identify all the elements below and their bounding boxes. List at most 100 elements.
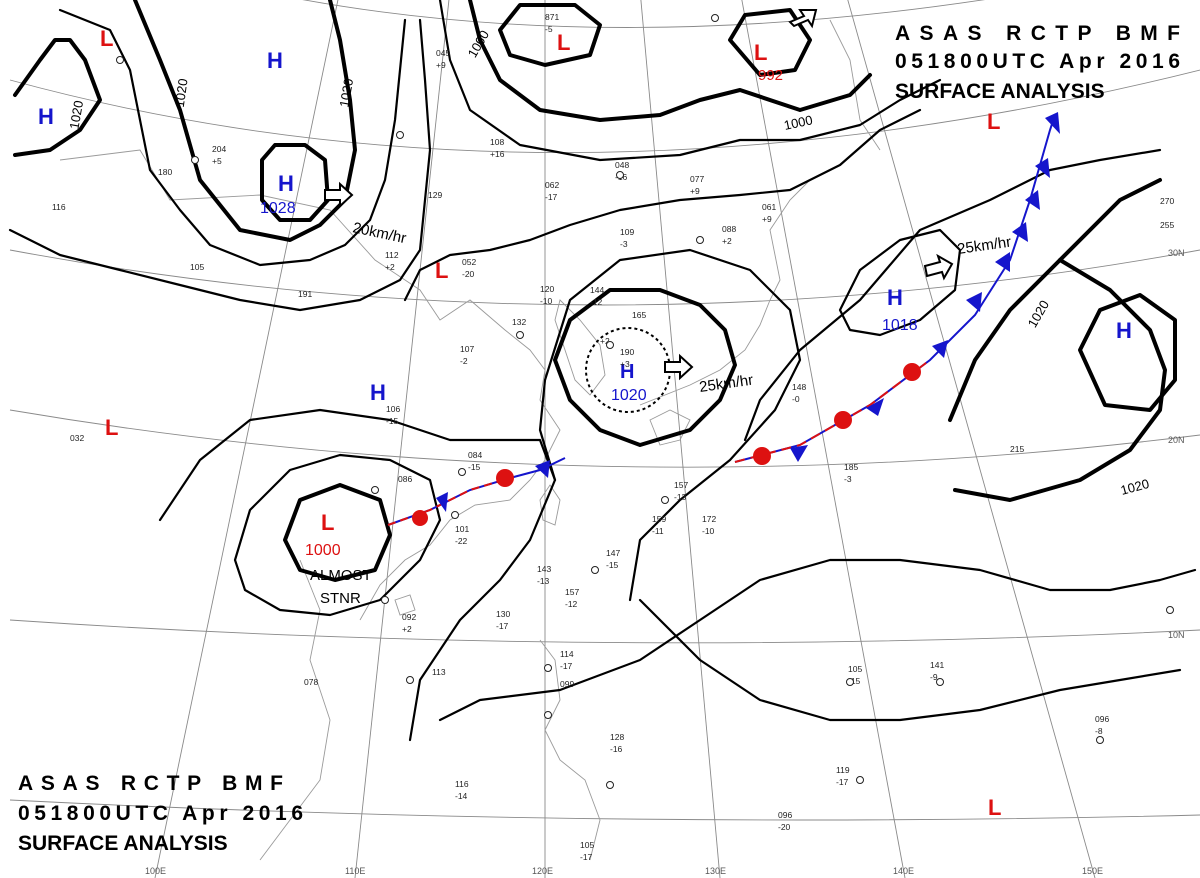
graticule	[9, 0, 1200, 878]
coordinate-labels: 30N 20N 10N 100E 110E 120E 130E 140E 150…	[145, 248, 1185, 876]
station-reading: 141	[930, 660, 944, 670]
latitude-line-0	[9, 799, 1200, 821]
low-center-l2: L	[100, 26, 113, 51]
cold-triangle	[1045, 112, 1060, 134]
station-reading: -17	[545, 192, 558, 202]
station-marker	[606, 341, 614, 349]
station-reading: -11	[652, 526, 664, 536]
warm-front-bumps	[412, 363, 921, 526]
header-time-line: 051800UTC Apr 2016	[18, 802, 303, 825]
station-reading: 096	[1095, 714, 1109, 724]
station-reading: 077	[690, 174, 704, 184]
isobar-1020-mongolia-high	[133, 0, 357, 242]
cold-front-triangles	[436, 112, 1060, 512]
header-time-line: 051800UTC Apr 2016	[895, 50, 1180, 73]
header-title-line: SURFACE ANALYSIS	[18, 832, 228, 855]
station-reading: 143	[537, 564, 551, 574]
low-center-l3: L	[754, 40, 767, 65]
station-reading: 191	[298, 289, 312, 299]
isobar-l1-ring	[498, 3, 602, 67]
station-marker	[544, 664, 552, 672]
isobars	[8, 0, 1197, 742]
station-reading: 062	[545, 180, 559, 190]
cold-triangle	[535, 460, 550, 478]
high-center-h2: H	[267, 48, 283, 73]
coast-taiwan	[539, 484, 561, 526]
station-reading: 132	[512, 317, 526, 327]
coast-philippines	[539, 639, 601, 861]
station-marker	[116, 56, 124, 64]
cold-triangle	[995, 252, 1010, 272]
station-reading: -15	[606, 560, 619, 570]
cold-triangle	[966, 292, 982, 312]
low-center-l6: L	[105, 415, 118, 440]
isobar-1008-south	[438, 558, 1197, 722]
latitude-label: 20N	[1168, 435, 1185, 445]
coast-china	[59, 149, 561, 621]
station-reading: -0	[792, 394, 800, 404]
isobar-1004	[438, 0, 942, 162]
latitude-line-50n	[302, 0, 985, 28]
station-reading: 120	[540, 284, 554, 294]
coast-japan	[639, 179, 811, 406]
station-reading: 116	[52, 202, 66, 212]
station-marker	[846, 678, 854, 686]
stationary-note-line1: ALMOST	[310, 567, 372, 584]
station-reading: -17	[560, 661, 573, 671]
low-center-l5: L	[435, 258, 448, 283]
station-marker	[1096, 736, 1104, 744]
low-center-l1: L	[557, 30, 570, 55]
station-reading: 045	[436, 48, 450, 58]
station-reading: -2	[460, 356, 468, 366]
cold-triangle	[1035, 158, 1050, 178]
arrow-icon	[923, 253, 954, 281]
fronts	[387, 112, 1060, 526]
station-reading: 114	[560, 649, 574, 659]
station-reading: -15	[386, 416, 399, 426]
station-reading: +9	[762, 214, 772, 224]
front-line-south-warm	[387, 477, 511, 526]
station-reading: -15	[848, 676, 861, 686]
station-reading: 129	[428, 190, 442, 200]
station-reading: 105	[190, 262, 204, 272]
station-reading: 130	[496, 609, 510, 619]
isobar-1010-south	[638, 598, 1182, 722]
station-reading: 092	[402, 612, 416, 622]
station-reading: 871	[545, 12, 559, 22]
high-center-h6: H	[887, 285, 903, 310]
station-reading: -20	[778, 822, 791, 832]
high-value-h3: 1028	[260, 200, 296, 217]
isobar-label: 1020	[172, 78, 191, 109]
station-marker	[936, 678, 944, 686]
low-value-l7: 1000	[305, 542, 341, 559]
station-plots: 204 +5 180 116 105 191 112 +2 129 052 -20 120 -10 144…	[52, 12, 1174, 862]
isobar-1000	[468, 0, 872, 122]
stationary-note-line2: STNR	[320, 590, 361, 607]
station-marker	[516, 331, 524, 339]
cold-triangle	[932, 340, 948, 358]
isobar-992-ring	[728, 8, 812, 77]
station-reading: 204	[212, 144, 226, 154]
longitude-label: 130E	[705, 866, 726, 876]
high-center-h4: H	[370, 380, 386, 405]
station-marker	[544, 711, 552, 719]
isobar-1024	[58, 8, 407, 267]
isobar-label: 1000	[783, 112, 814, 133]
cold-triangle	[436, 492, 448, 512]
station-reading: 107	[460, 344, 474, 354]
station-reading: 119	[836, 765, 850, 775]
station-reading: -10	[540, 296, 553, 306]
station-reading: 157	[565, 587, 579, 597]
high-value-h5: 1020	[611, 387, 647, 404]
station-reading: 172	[702, 514, 716, 524]
station-reading: -17	[496, 621, 509, 631]
longitude-label: 150E	[1082, 866, 1103, 876]
station-reading: 106	[386, 404, 400, 414]
station-marker	[406, 676, 414, 684]
station-reading: 215	[1010, 444, 1024, 454]
cold-triangle	[790, 445, 808, 462]
latitude-line-30n	[9, 249, 1200, 306]
latitude-label: 30N	[1168, 248, 1185, 258]
